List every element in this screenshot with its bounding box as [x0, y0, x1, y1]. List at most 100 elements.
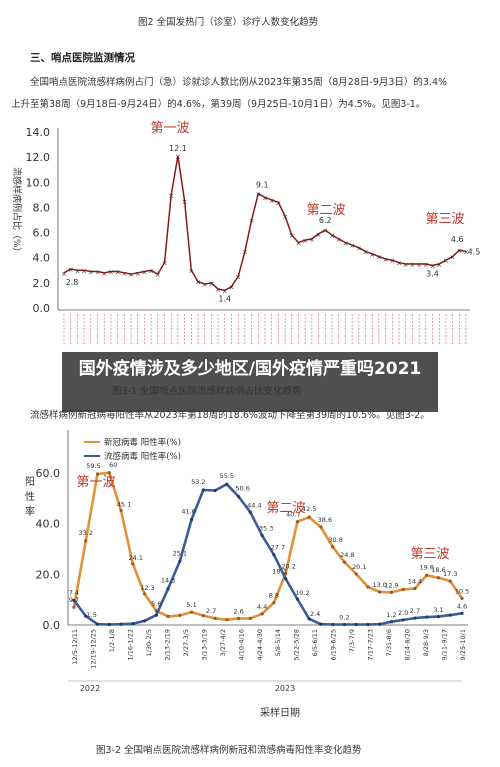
data-point [95, 472, 100, 476]
data-point: × [436, 261, 442, 269]
x-tick-label: 5/8-5/14 [274, 629, 282, 656]
year-label: 2023 [275, 684, 295, 693]
data-point: × [162, 260, 168, 268]
data-point [72, 598, 76, 602]
x-tick-label: 7/31-8/6 [385, 629, 393, 656]
wave-annotation: 第一波 [76, 475, 115, 490]
data-point: × [215, 286, 221, 294]
data-label: 41.6 [181, 507, 195, 515]
data-point [260, 533, 264, 538]
data-point: × [242, 248, 248, 256]
flu-series-line [72, 482, 463, 626]
data-point [460, 611, 464, 615]
data-point [225, 482, 229, 486]
data-point: × [416, 261, 422, 269]
data-point [389, 620, 394, 624]
data-point: × [282, 213, 288, 221]
data-point: × [81, 267, 87, 275]
data-label: 9.1 [256, 181, 269, 190]
data-label: 2.4 [310, 610, 320, 618]
data-point: × [463, 248, 469, 256]
y-tick-label: 14.0 [26, 126, 51, 139]
data-point: × [389, 257, 395, 265]
data-point [319, 525, 323, 529]
data-point: × [269, 197, 275, 205]
x-tick-label: 2/13-2/19 [163, 629, 171, 661]
data-point: × [61, 270, 67, 278]
data-point [248, 510, 252, 514]
x-tick-label: 4/24-4/30 [256, 629, 264, 661]
data-point: × [309, 236, 315, 244]
data-label: 24.8 [340, 551, 354, 559]
data-label: 19.6 [419, 563, 433, 571]
figure-3-1-caption: 图3-1 全国哨点医院流感样病例占比变化趋势 [112, 386, 302, 397]
data-point [166, 614, 170, 618]
data-label: 35.3 [259, 524, 273, 532]
data-point: × [108, 269, 114, 277]
data-label: 45.1 [117, 501, 131, 509]
data-point: × [128, 271, 134, 279]
data-point: × [235, 274, 241, 282]
data-point [366, 585, 370, 589]
data-point: × [296, 240, 302, 248]
x-tick-label: 1/16-1/22 [126, 629, 134, 661]
data-label: 17.3 [443, 570, 457, 578]
data-point: × [423, 261, 429, 269]
data-point: × [409, 261, 415, 269]
data-label: 53.2 [191, 478, 205, 486]
data-point [307, 515, 311, 519]
data-point [354, 622, 358, 627]
data-point [213, 616, 217, 621]
y-tick-label: 60.0 [36, 467, 61, 480]
data-label: 55.5 [220, 472, 234, 480]
data-label: 10.5 [455, 587, 469, 595]
x-tick-label: 6/5-6/11 [311, 629, 319, 656]
data-point [107, 622, 111, 627]
data-label: 24.1 [129, 554, 143, 562]
data-point [119, 622, 123, 626]
data-point: × [403, 261, 409, 269]
x-tick-label: 12/5-12/11 [71, 629, 79, 665]
year-label: 2022 [80, 684, 100, 693]
legend-label: 流感病毒 阳性率(%) [104, 451, 181, 462]
y-axis-label: 性 [25, 490, 35, 503]
data-point: × [222, 287, 228, 295]
data-point: × [342, 240, 348, 248]
intro-line-1: 全国哨点医院流感样病例占门（急）诊就诊人数比例从2023年第35周（8月28日-… [30, 77, 448, 88]
data-label: 18.6 [431, 566, 445, 574]
data-point: × [396, 260, 402, 268]
data-point [284, 576, 288, 581]
data-point: × [68, 266, 74, 274]
data-point: × [262, 194, 268, 202]
data-point: × [208, 280, 214, 288]
data-label: 60 [109, 461, 117, 469]
data-label: 5.6 [151, 600, 161, 608]
data-label: 40.7 [286, 511, 300, 519]
data-point: × [255, 191, 261, 199]
data-point: × [121, 270, 127, 278]
data-point [119, 508, 123, 513]
data-point [131, 562, 135, 566]
data-point [389, 590, 394, 594]
data-point [413, 586, 417, 591]
data-point [448, 579, 452, 583]
top-figure-caption: 图2 全国发热门（诊室）诊疗人数变化趋势 [138, 17, 319, 28]
positivity-paragraph: 流感样病例新冠病毒阳性率从2023年第18周的18.6%波动下降至第39周的10… [30, 410, 430, 421]
data-point: × [155, 271, 161, 279]
data-label: 2.7 [206, 607, 216, 615]
data-point [436, 615, 441, 619]
data-point: × [168, 192, 174, 200]
headline-banner: 国外疫情涉及多少地区/国外疫情严重吗2021 [62, 352, 438, 412]
x-tick-label: 4/10-4/16 [237, 629, 245, 661]
data-point [342, 622, 347, 627]
data-label: 4.6 [457, 602, 467, 610]
data-point: × [349, 242, 355, 250]
data-point [142, 592, 147, 596]
data-label: 2.0 [398, 609, 408, 617]
data-point [401, 618, 405, 622]
data-point: × [101, 270, 107, 278]
data-label: 30.8 [328, 536, 342, 544]
data-label: 12.9 [384, 581, 398, 589]
data-label: 9.7 [69, 596, 79, 604]
